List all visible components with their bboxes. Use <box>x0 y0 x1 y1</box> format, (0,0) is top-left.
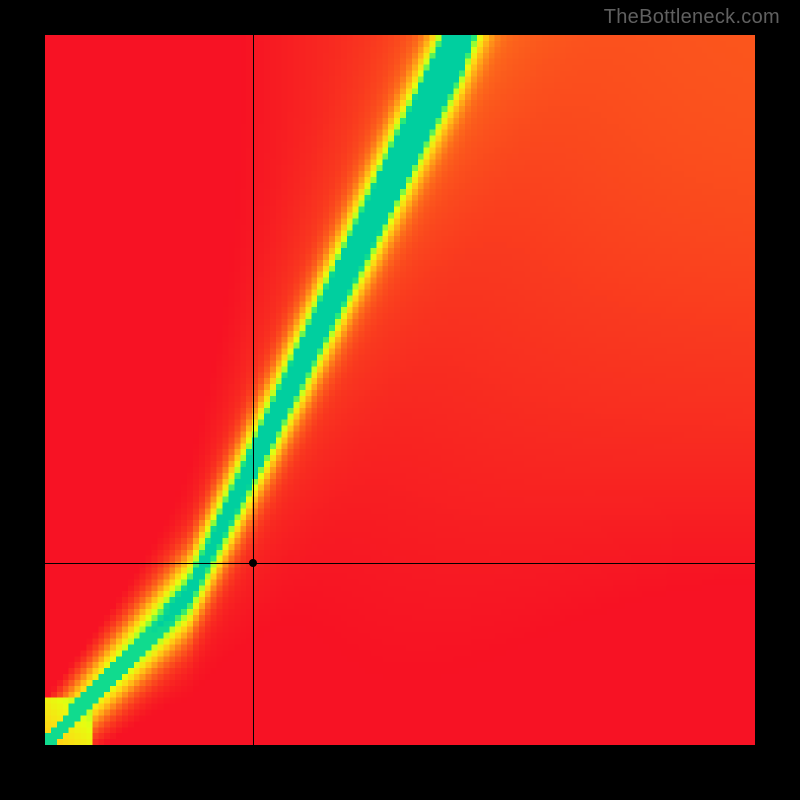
crosshair-marker <box>249 559 257 567</box>
crosshair-vertical <box>253 35 254 745</box>
bottleneck-heatmap <box>45 35 755 745</box>
watermark-label: TheBottleneck.com <box>604 6 780 29</box>
crosshair-horizontal <box>45 563 755 564</box>
chart-frame: TheBottleneck.com <box>0 0 800 800</box>
